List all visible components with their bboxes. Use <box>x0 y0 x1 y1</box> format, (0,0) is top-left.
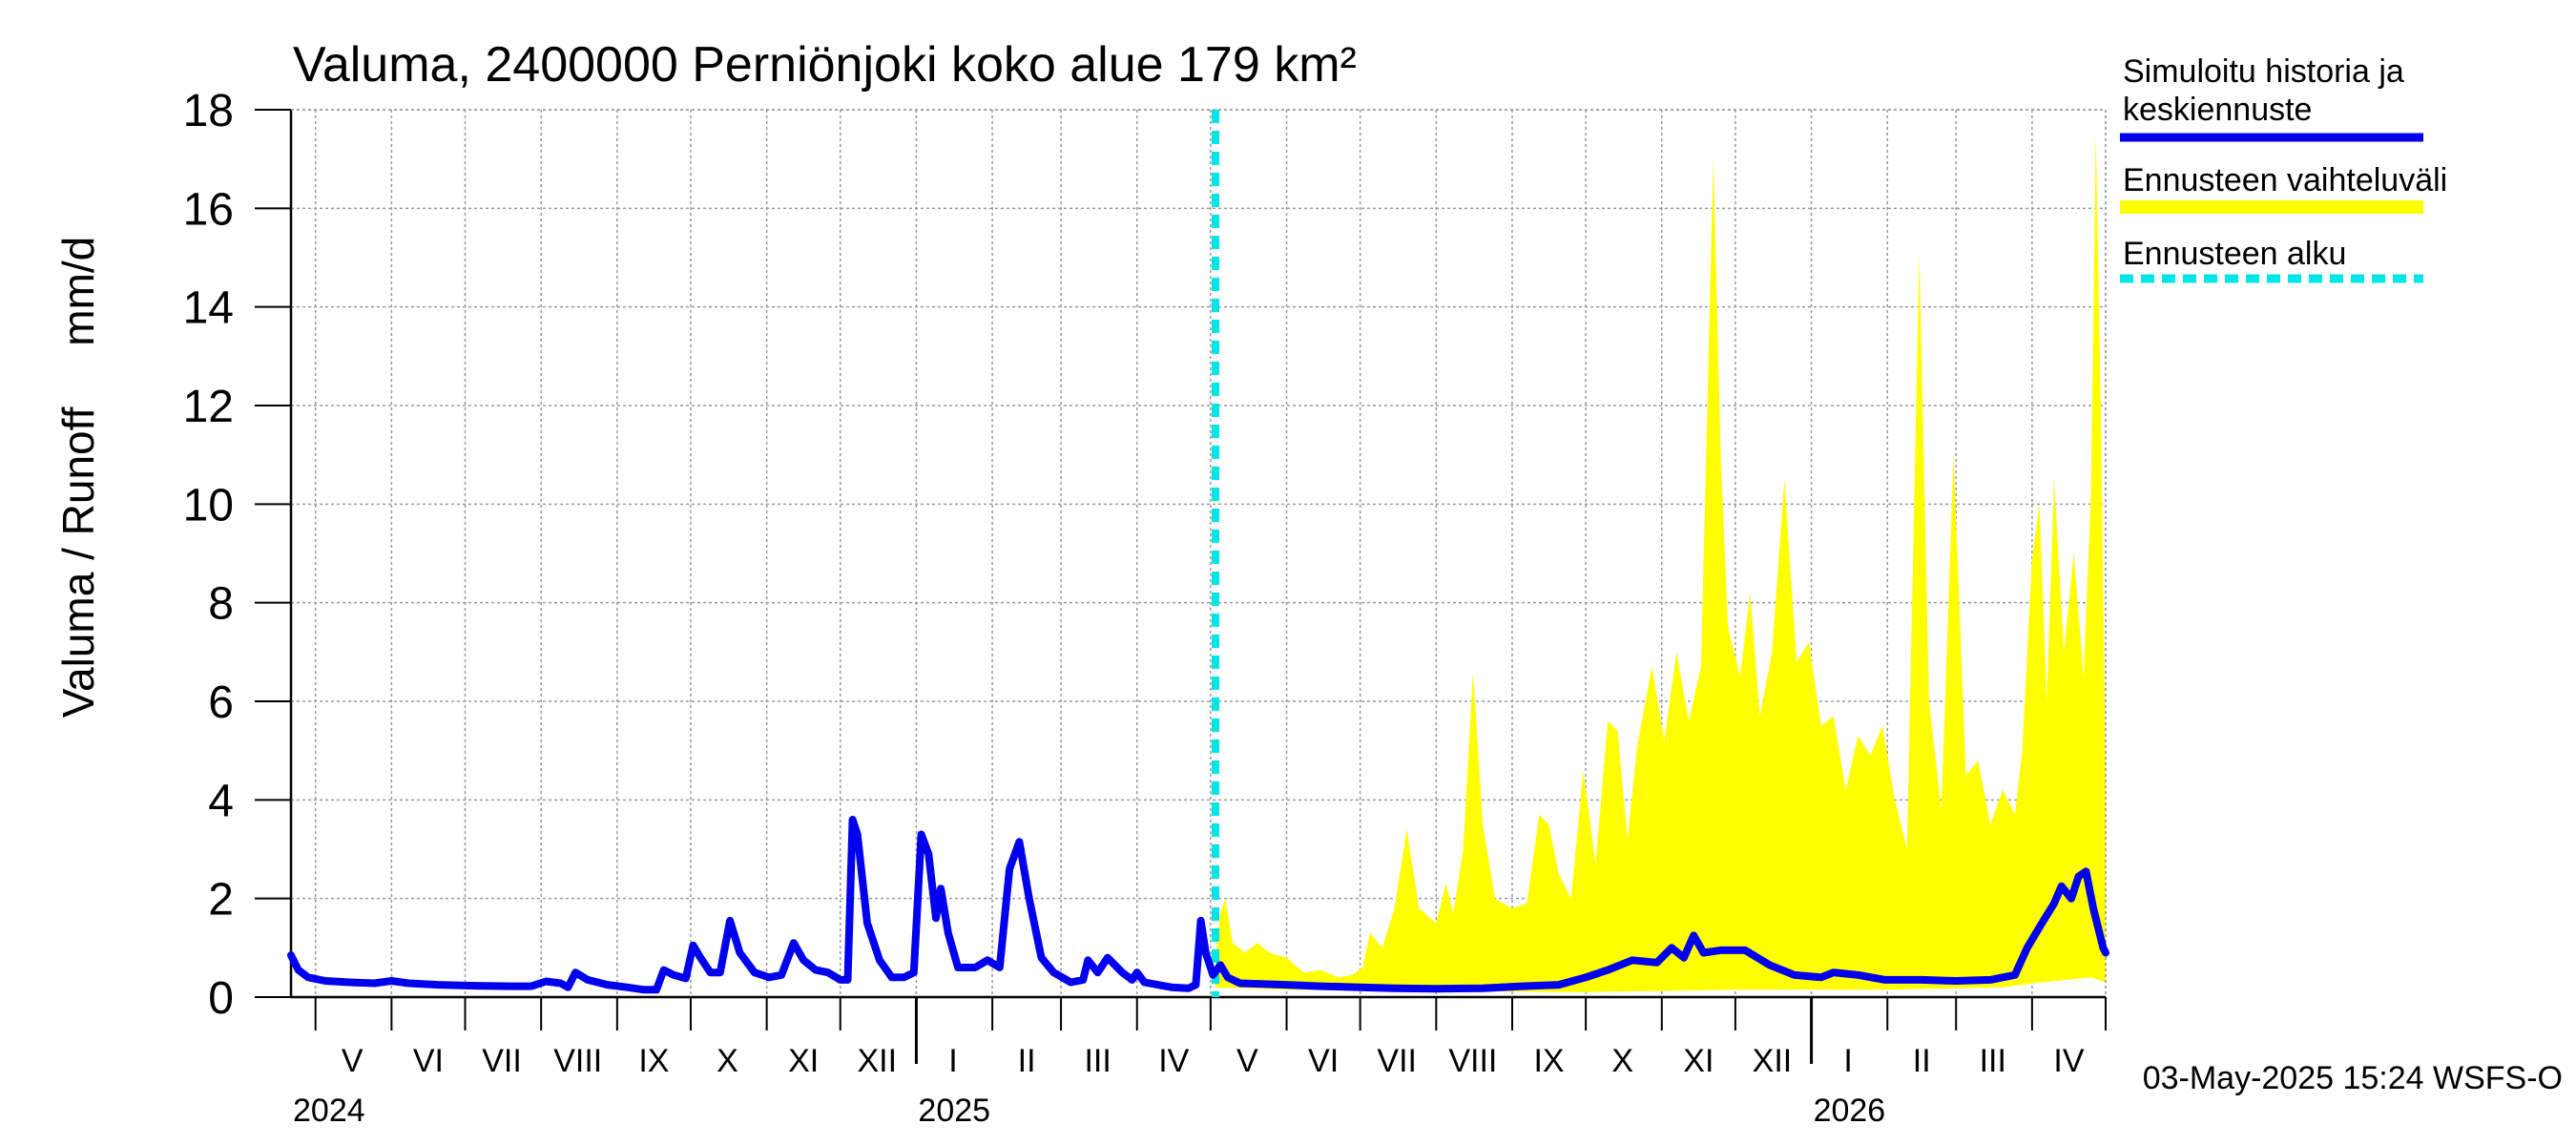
forecast-range-area <box>1215 134 2106 992</box>
month-label: II <box>1913 1043 1931 1079</box>
legend-label-simulated-line2: keskiennuste <box>2123 92 2312 128</box>
month-label: V <box>342 1043 364 1079</box>
month-label: VII <box>1377 1043 1417 1079</box>
year-label: 2026 <box>1814 1093 1886 1129</box>
month-label: IV <box>2053 1043 2084 1079</box>
month-label: III <box>1084 1043 1111 1079</box>
legend-label-forecast-start: Ennusteen alku <box>2123 236 2346 272</box>
legend: Simuloitu historia ja keskiennuste Ennus… <box>2120 53 2447 283</box>
month-label: IX <box>1533 1043 1564 1079</box>
month-label: V <box>1236 1043 1258 1079</box>
month-label: VI <box>1308 1043 1339 1079</box>
month-label: III <box>1980 1043 2006 1079</box>
month-label: XI <box>788 1043 819 1079</box>
plot-frame <box>289 109 2107 999</box>
y-tick-label: 16 <box>183 184 234 235</box>
year-label: 2024 <box>293 1093 365 1129</box>
y-tick-label: 10 <box>183 480 234 531</box>
y-tick-label: 0 <box>208 973 234 1024</box>
chart-title: Valuma, 2400000 Perniönjoki koko alue 17… <box>293 37 1357 93</box>
month-label: VII <box>482 1043 522 1079</box>
simulated-history-line <box>287 816 2109 994</box>
y-tick-label: 6 <box>208 677 234 728</box>
month-label: XII <box>858 1043 898 1079</box>
month-label: XI <box>1683 1043 1714 1079</box>
forecast-range-layer <box>1215 134 2106 992</box>
month-label: I <box>1843 1043 1852 1079</box>
month-label: IV <box>1158 1043 1189 1079</box>
month-label: X <box>1611 1043 1633 1079</box>
month-label: II <box>1018 1043 1036 1079</box>
month-label: VIII <box>553 1043 602 1079</box>
simulated-history-layer <box>287 110 2109 997</box>
y-tick-label: 18 <box>183 86 234 136</box>
year-label: 2025 <box>918 1093 990 1129</box>
legend-label-range: Ennusteen vaihteluväli <box>2123 162 2447 198</box>
y-tick-label: 8 <box>208 579 234 630</box>
y-tick-label: 14 <box>183 283 234 334</box>
month-label: IX <box>638 1043 669 1079</box>
month-label: I <box>948 1043 957 1079</box>
month-label: XII <box>1753 1043 1793 1079</box>
y-tick-label: 2 <box>208 875 234 926</box>
month-label: VIII <box>1448 1043 1497 1079</box>
timestamp: 03-May-2025 15:24 WSFS-O <box>2143 1060 2563 1096</box>
legend-label-simulated-line1: Simuloitu historia ja <box>2123 53 2404 90</box>
y-tick-label: 4 <box>208 776 234 826</box>
month-label: VI <box>413 1043 444 1079</box>
month-label: X <box>717 1043 738 1079</box>
y-axis-label: Valuma / Runoff mm/d <box>53 237 103 718</box>
y-tick-label: 12 <box>183 382 234 432</box>
